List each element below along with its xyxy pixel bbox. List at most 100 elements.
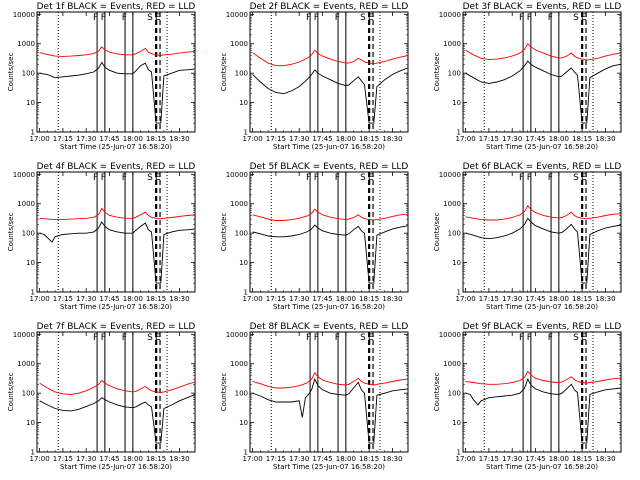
- flag-marker-label: F: [519, 173, 524, 183]
- y-tick-label: 1000: [230, 360, 248, 368]
- flag-marker-label: F: [306, 333, 311, 343]
- flag-marker-label: S: [147, 13, 153, 23]
- lld-series-line: [465, 370, 622, 385]
- flag-marker-label: F: [335, 13, 340, 23]
- x-tick-label: 17:15: [266, 135, 286, 143]
- flag-marker-label: E: [155, 333, 161, 343]
- y-tick-label: 1000: [230, 40, 248, 48]
- y-tick-label: 100: [235, 230, 248, 238]
- x-tick-label: 17:45: [312, 135, 332, 143]
- x-tick-label: 18:00: [123, 455, 143, 463]
- y-tick-label: 10: [26, 99, 35, 107]
- y-axis-label: Counts/sec: [220, 373, 228, 412]
- y-tick-label: 10000: [439, 331, 461, 339]
- x-tick-label: 17:45: [525, 135, 545, 143]
- flag-marker-label: E: [368, 173, 374, 183]
- x-tick-label: 18:15: [146, 455, 166, 463]
- x-tick-label: 17:30: [289, 455, 309, 463]
- x-tick-label: 17:45: [99, 455, 119, 463]
- x-tick-label: 17:30: [502, 455, 522, 463]
- x-axis-label: Start Time (25-Jun-07 16:58:20): [486, 143, 598, 151]
- x-tick-label: 18:15: [146, 135, 166, 143]
- x-tick-label: 17:45: [525, 455, 545, 463]
- lld-series-line: [39, 379, 196, 395]
- y-tick-label: 1: [31, 449, 35, 457]
- x-tick-label: 17:00: [243, 295, 263, 303]
- lld-series-line: [39, 46, 196, 57]
- flag-marker-label: S: [360, 13, 366, 23]
- y-tick-label: 100: [448, 70, 461, 78]
- flag-marker-label: F: [306, 13, 311, 23]
- y-tick-label: 10: [452, 99, 461, 107]
- detector-panel-3: Det 3f BLACK = Events, RED = LLD 1 10 100 10…: [433, 2, 622, 151]
- lld-series-line: [465, 205, 622, 221]
- detector-panel-7: Det 7f BLACK = Events, RED = LLD 1 10 100 10…: [7, 322, 196, 471]
- x-tick-label: 17:45: [312, 295, 332, 303]
- flag-marker-label: F: [527, 333, 532, 343]
- x-tick-label: 18:00: [549, 295, 569, 303]
- flag-marker-label: E: [155, 13, 161, 23]
- y-axis-label: Counts/sec: [220, 53, 228, 92]
- flag-marker-label: F: [548, 173, 553, 183]
- y-tick-label: 10000: [13, 11, 35, 19]
- x-tick-label: 17:00: [456, 295, 476, 303]
- y-tick-label: 1: [31, 129, 35, 137]
- y-tick-label: 10000: [439, 11, 461, 19]
- flag-marker-label: F: [314, 173, 319, 183]
- flag-marker-label: E: [581, 13, 587, 23]
- y-tick-label: 100: [235, 70, 248, 78]
- y-tick-label: 100: [22, 70, 35, 78]
- flag-marker-label: F: [93, 13, 98, 23]
- detector-panel-6: Det 6f BLACK = Events, RED = LLD 1 10 100 10…: [433, 162, 622, 311]
- x-tick-label: 17:45: [99, 295, 119, 303]
- x-tick-label: 18:00: [549, 455, 569, 463]
- x-tick-label: 17:30: [76, 135, 96, 143]
- flag-marker-label: F: [335, 333, 340, 343]
- plot-frame: [462, 11, 622, 133]
- x-tick-label: 18:30: [382, 135, 402, 143]
- x-tick-label: 18:00: [123, 135, 143, 143]
- plot-frame: [249, 11, 409, 133]
- x-tick-label: 17:00: [30, 455, 50, 463]
- x-axis-label: Start Time (25-Jun-07 16:58:20): [60, 143, 172, 151]
- flag-marker-label: F: [548, 13, 553, 23]
- detector-panel-4: Det 4f BLACK = Events, RED = LLD 1 10 100 10…: [7, 162, 196, 311]
- y-tick-label: 1000: [17, 200, 35, 208]
- y-tick-label: 1000: [443, 40, 461, 48]
- x-axis-label: Start Time (25-Jun-07 16:58:20): [486, 463, 598, 471]
- lld-series-line: [465, 42, 622, 61]
- x-tick-label: 18:30: [169, 455, 189, 463]
- x-tick-label: 17:45: [525, 295, 545, 303]
- panel-title: Det 2f BLACK = Events, RED = LLD: [250, 2, 409, 12]
- x-tick-label: 17:30: [76, 295, 96, 303]
- y-tick-label: 10: [239, 259, 248, 267]
- x-tick-label: 17:00: [456, 135, 476, 143]
- events-series-line: [252, 67, 409, 124]
- x-tick-label: 17:30: [289, 295, 309, 303]
- plot-frame: [462, 331, 622, 453]
- flag-marker-label: F: [122, 173, 127, 183]
- x-tick-label: 18:15: [572, 295, 592, 303]
- x-tick-label: 18:30: [382, 295, 402, 303]
- panel-title: Det 1f BLACK = Events, RED = LLD: [37, 2, 196, 12]
- panel-title: Det 9f BLACK = Events, RED = LLD: [463, 322, 622, 332]
- x-axis-label: Start Time (25-Jun-07 16:58:20): [486, 303, 598, 311]
- flag-marker-label: S: [360, 173, 366, 183]
- x-tick-label: 18:30: [169, 295, 189, 303]
- events-series-line: [39, 394, 196, 444]
- y-tick-label: 10: [26, 419, 35, 427]
- x-axis-label: Start Time (25-Jun-07 16:58:20): [273, 303, 385, 311]
- plot-frame: [36, 171, 196, 293]
- y-tick-label: 10: [26, 259, 35, 267]
- flag-marker-label: F: [548, 333, 553, 343]
- x-tick-label: 18:15: [359, 455, 379, 463]
- y-axis-label: Counts/sec: [433, 213, 441, 252]
- detector-panel-8: Det 8f BLACK = Events, RED = LLD 1 10 100 10…: [220, 322, 409, 471]
- y-tick-label: 10: [452, 259, 461, 267]
- events-series-line: [252, 224, 409, 284]
- y-tick-label: 10: [452, 419, 461, 427]
- x-tick-label: 17:45: [312, 455, 332, 463]
- flag-marker-label: F: [93, 333, 98, 343]
- x-tick-label: 17:00: [30, 135, 50, 143]
- events-series-line: [465, 60, 622, 124]
